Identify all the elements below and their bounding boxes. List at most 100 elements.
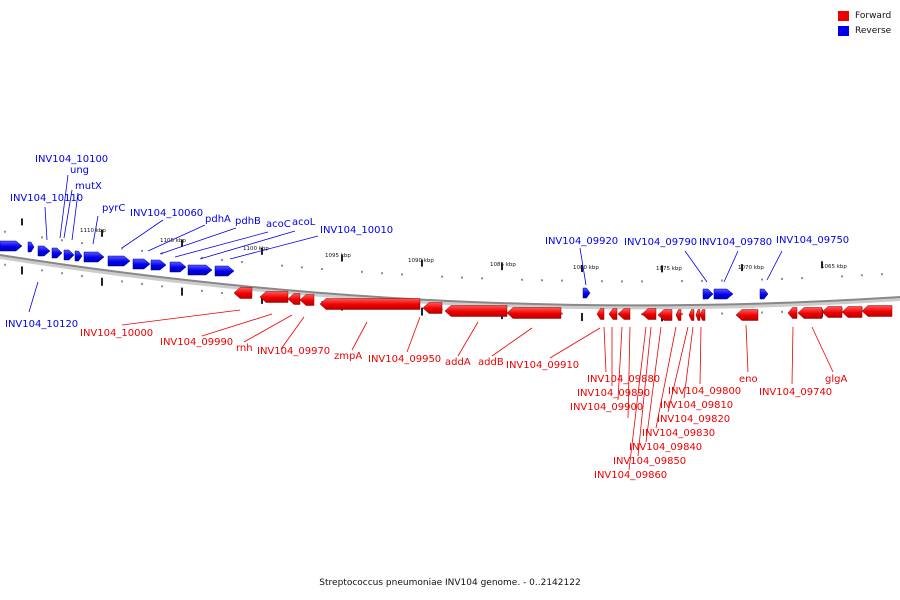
reverse-gene-arrow [713, 288, 734, 300]
reverse-gene-arrow [150, 259, 167, 271]
gene-label-inv104-09850: INV104_09850 [613, 456, 686, 467]
gene-label-inv104-09740: INV104_09740 [759, 387, 832, 398]
reverse-gene-arrow [51, 247, 63, 259]
gene-label-inv104-09970: INV104_09970 [257, 346, 330, 357]
gene-label-inv104-09900: INV104_09900 [570, 402, 643, 413]
reverse-gene-arrow [37, 245, 51, 257]
reverse-gene-arrow [132, 258, 151, 270]
label-leader-line [28, 281, 39, 313]
scale-label: 1080 kbp [573, 265, 599, 271]
gene-label-inv104-10000: INV104_10000 [80, 328, 153, 339]
gene-label-inv104-09880: INV104_09880 [587, 374, 660, 385]
label-leader-line [637, 326, 652, 457]
forward-gene-arrow [797, 307, 823, 319]
gene-label-rnh: rnh [236, 343, 253, 354]
label-leader-line [121, 219, 164, 249]
gene-label-inv104-10110: INV104_10110 [10, 193, 83, 204]
forward-swatch [838, 11, 849, 21]
reverse-gene-arrow [83, 251, 105, 263]
label-leader-line [791, 326, 794, 385]
scale-label: 1070 kbp [738, 265, 764, 271]
legend-reverse-label: Reverse [855, 26, 892, 36]
gene-label-inv104-09990: INV104_09990 [160, 337, 233, 348]
gene-features [0, 240, 893, 321]
gene-label-inv104-09950: INV104_09950 [368, 354, 441, 365]
forward-gene-arrow [444, 305, 508, 317]
forward-gene-arrow [675, 309, 682, 321]
label-leader-line [147, 224, 206, 252]
label-leader-line [667, 326, 689, 413]
label-leader-line [745, 324, 749, 373]
gene-label-mutx: mutX [75, 181, 102, 192]
label-leader-line [579, 247, 587, 286]
gene-label-inv104-09750: INV104_09750 [776, 235, 849, 246]
reverse-gene-arrow [0, 240, 23, 252]
forward-gene-arrow [695, 309, 701, 321]
gene-label-inv104-09810: INV104_09810 [660, 400, 733, 411]
label-leader-line [63, 189, 73, 239]
reverse-gene-arrow [74, 250, 83, 262]
label-leader-line [229, 235, 319, 260]
gene-label-eno: eno [739, 374, 758, 385]
gene-label-inv104-09840: INV104_09840 [629, 442, 702, 453]
forward-gene-arrow [861, 305, 893, 317]
forward-gene-arrow [608, 308, 618, 320]
legend-reverse: Reverse [838, 24, 891, 38]
label-leader-line [645, 326, 662, 443]
forward-gene-arrow [617, 308, 631, 320]
gene-label-inv104-09790: INV104_09790 [624, 237, 697, 248]
label-leader-line [44, 206, 48, 241]
gene-label-inv104-09800: INV104_09800 [668, 386, 741, 397]
gene-label-inv104-09920: INV104_09920 [545, 236, 618, 247]
scale-label: 1085 kbp [490, 262, 516, 268]
label-leader-line [811, 326, 834, 373]
forward-gene-arrow [319, 298, 421, 310]
label-leader-line [723, 250, 739, 283]
label-leader-line [201, 313, 273, 337]
label-leader-line [683, 326, 694, 399]
gene-label-glga: glgA [825, 374, 847, 385]
scale-label: 1095 kbp [325, 253, 351, 259]
label-leader-line [351, 321, 368, 351]
scale-label: 1075 kbp [656, 266, 682, 272]
forward-gene-arrow [688, 309, 695, 321]
label-leader-line [549, 327, 601, 359]
reverse-gene-arrow [702, 288, 714, 300]
forward-gene-arrow [657, 309, 673, 321]
gene-label-zmpa: zmpA [334, 351, 362, 362]
gene-label-inv104-09890: INV104_09890 [577, 388, 650, 399]
gene-label-pyrc: pyrC [102, 203, 125, 214]
gene-label-acol: acoL [292, 217, 316, 228]
label-leader-line [71, 192, 79, 241]
forward-gene-arrow [596, 308, 605, 320]
scale-label: 1065 kbp [821, 264, 847, 270]
gene-label-inv104-10120: INV104_10120 [5, 319, 78, 330]
forward-gene-arrow [735, 309, 759, 321]
gene-label-pdha: pdhA [205, 214, 231, 225]
gene-label-inv104-09820: INV104_09820 [657, 414, 730, 425]
label-leader-line [628, 326, 647, 471]
legend-forward: Forward [838, 9, 891, 23]
forward-gene-arrow [699, 309, 706, 321]
forward-gene-arrow [506, 307, 562, 319]
gene-label-addb: addB [478, 357, 504, 368]
figure-caption: Streptococcus pneumoniae INV104 genome. … [319, 578, 581, 588]
scale-labels: 1110 kbp 1105 kbp 1100 kbp 1095 kbp 1090 kbp… [80, 228, 847, 272]
forward-gene-arrow [821, 306, 843, 318]
label-leader-line [491, 327, 533, 357]
reverse-gene-arrow [27, 241, 35, 253]
reverse-swatch [838, 26, 849, 36]
backbone-shadow [0, 255, 900, 310]
scale-label: 1100 kbp [243, 246, 269, 252]
forward-gene-arrow [841, 306, 863, 318]
label-leader-line [457, 321, 479, 357]
label-leader-line [684, 250, 708, 283]
label-leader-line [655, 326, 677, 429]
forward-gene-arrow [259, 291, 289, 303]
forward-gene-arrow [299, 294, 315, 306]
gene-label-inv104-09780: INV104_09780 [699, 237, 772, 248]
label-leader-line [199, 230, 296, 260]
gene-label-inv104-10100: INV104_10100 [35, 154, 108, 165]
label-leader-line [617, 326, 623, 401]
